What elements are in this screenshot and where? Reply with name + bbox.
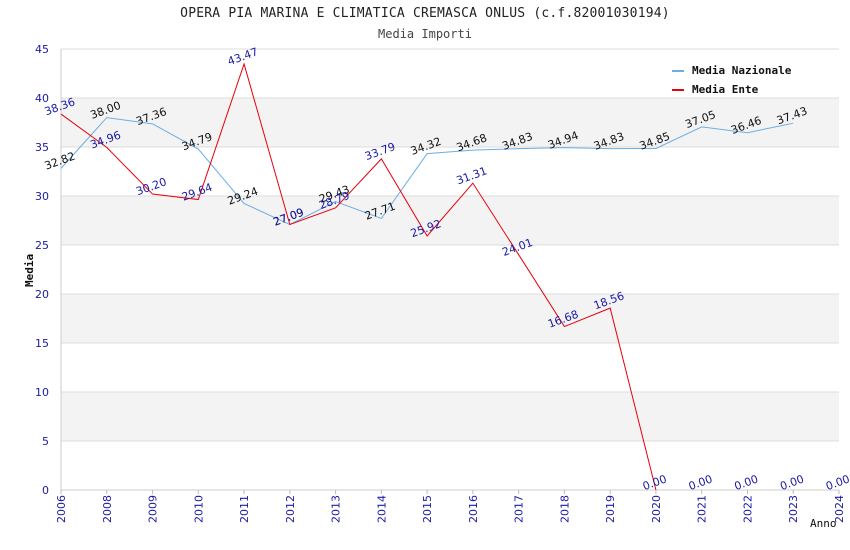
legend-swatch-ente bbox=[672, 89, 684, 91]
x-tick-label: 2012 bbox=[284, 495, 297, 523]
x-tick-label: 2011 bbox=[238, 495, 251, 523]
grid-band bbox=[61, 294, 839, 343]
x-tick-label: 2022 bbox=[741, 495, 754, 523]
x-tick-label: 2021 bbox=[696, 495, 709, 523]
y-axis-label: Media bbox=[23, 253, 36, 287]
grid-band bbox=[61, 196, 839, 245]
x-tick-label: 2018 bbox=[558, 495, 571, 523]
x-tick-label: 2023 bbox=[787, 495, 800, 523]
y-tick-labels: 0 5 10 15 20 25 30 35 40 45 bbox=[35, 43, 49, 497]
x-tick-label: 2006 bbox=[55, 495, 68, 523]
y-tick-label: 30 bbox=[35, 190, 49, 203]
legend-swatch-nazionale bbox=[672, 70, 684, 72]
series-lines bbox=[60, 62, 794, 491]
chart-subtitle: Media Importi bbox=[378, 27, 472, 41]
y-tick-label: 40 bbox=[35, 92, 49, 105]
x-tick-label: 2016 bbox=[467, 495, 480, 523]
x-tick-label: 2015 bbox=[421, 495, 434, 523]
legend-label-ente: Media Ente bbox=[692, 83, 759, 96]
grid-bands bbox=[61, 98, 839, 441]
chart-title: OPERA PIA MARINA E CLIMATICA CREMASCA ON… bbox=[180, 6, 670, 21]
y-tick-label: 45 bbox=[35, 43, 49, 56]
x-tick-labels: 2006 2008 2009 2010 2011 2012 2013 2014 2015 2016… bbox=[55, 490, 846, 523]
legend-item-ente: Media Ente bbox=[672, 82, 791, 101]
grid-band bbox=[61, 392, 839, 441]
x-tick-label: 2014 bbox=[375, 495, 388, 523]
x-tick-label: 2009 bbox=[147, 495, 160, 523]
axes bbox=[60, 49, 839, 491]
x-tick-label: 2019 bbox=[604, 495, 617, 523]
series-line-0 bbox=[60, 117, 794, 226]
x-tick-label: 2024 bbox=[833, 495, 846, 523]
x-tick-label: 2008 bbox=[101, 495, 114, 523]
x-tick-label: 2010 bbox=[192, 495, 205, 523]
y-tick-label: 15 bbox=[35, 337, 49, 350]
grid-lines bbox=[61, 48, 839, 491]
legend: Media Nazionale Media Ente bbox=[672, 63, 791, 101]
y-tick-label: 20 bbox=[35, 288, 49, 301]
y-tick-label: 0 bbox=[42, 484, 49, 497]
y-tick-label: 25 bbox=[35, 239, 49, 252]
x-tick-label: 2017 bbox=[513, 495, 526, 523]
x-tick-label: 2020 bbox=[650, 495, 663, 523]
series-line-1 bbox=[60, 62, 657, 491]
legend-label-nazionale: Media Nazionale bbox=[692, 64, 792, 77]
x-tick-label: 2013 bbox=[330, 495, 343, 523]
y-tick-label: 5 bbox=[42, 435, 49, 448]
y-tick-label: 10 bbox=[35, 386, 49, 399]
grid-band bbox=[61, 98, 839, 147]
y-tick-label: 35 bbox=[35, 141, 49, 154]
legend-item-nazionale: Media Nazionale bbox=[672, 63, 791, 82]
data-label: 30.20 bbox=[134, 175, 168, 198]
x-axis-label: Anno bbox=[810, 517, 837, 530]
